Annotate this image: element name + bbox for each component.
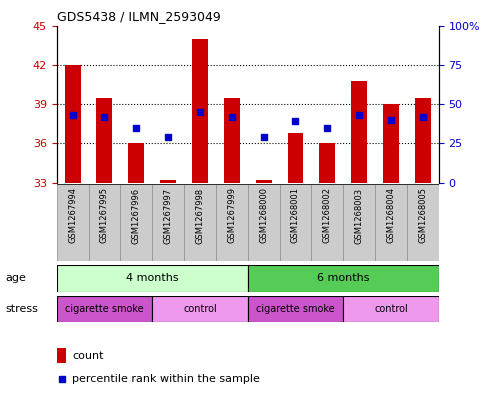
Text: control: control xyxy=(374,304,408,314)
Text: GSM1268004: GSM1268004 xyxy=(387,187,395,243)
Bar xyxy=(57,348,66,363)
Bar xyxy=(97,97,112,183)
Text: control: control xyxy=(183,304,217,314)
Bar xyxy=(319,143,335,183)
FancyBboxPatch shape xyxy=(57,184,439,261)
Text: GSM1268005: GSM1268005 xyxy=(419,187,427,243)
Text: age: age xyxy=(5,273,26,283)
Text: percentile rank within the sample: percentile rank within the sample xyxy=(72,374,260,384)
Bar xyxy=(192,39,208,183)
Bar xyxy=(343,296,439,322)
Text: GSM1267999: GSM1267999 xyxy=(227,187,236,243)
Bar xyxy=(351,81,367,183)
Text: cigarette smoke: cigarette smoke xyxy=(256,304,335,314)
Text: cigarette smoke: cigarette smoke xyxy=(65,304,144,314)
Bar xyxy=(57,265,247,292)
Bar xyxy=(128,143,144,183)
Text: stress: stress xyxy=(5,304,38,314)
Text: GSM1267994: GSM1267994 xyxy=(68,187,77,243)
Bar xyxy=(57,296,152,322)
Bar xyxy=(256,180,272,183)
Text: GSM1268002: GSM1268002 xyxy=(323,187,332,243)
Text: GDS5438 / ILMN_2593049: GDS5438 / ILMN_2593049 xyxy=(57,10,220,23)
Text: GSM1268003: GSM1268003 xyxy=(354,187,364,244)
Text: GSM1268001: GSM1268001 xyxy=(291,187,300,243)
Bar xyxy=(65,65,80,183)
Text: GSM1267995: GSM1267995 xyxy=(100,187,109,243)
Bar xyxy=(287,133,304,183)
Bar xyxy=(415,97,431,183)
Bar xyxy=(247,265,439,292)
Bar xyxy=(383,104,399,183)
Text: count: count xyxy=(72,351,104,361)
Text: GSM1267998: GSM1267998 xyxy=(195,187,205,244)
Text: GSM1268000: GSM1268000 xyxy=(259,187,268,243)
Text: GSM1267996: GSM1267996 xyxy=(132,187,141,244)
Bar xyxy=(152,296,247,322)
Text: 6 months: 6 months xyxy=(317,273,369,283)
Text: GSM1267997: GSM1267997 xyxy=(164,187,173,244)
Bar xyxy=(247,296,343,322)
Bar xyxy=(160,180,176,183)
Text: 4 months: 4 months xyxy=(126,273,178,283)
Bar xyxy=(224,97,240,183)
